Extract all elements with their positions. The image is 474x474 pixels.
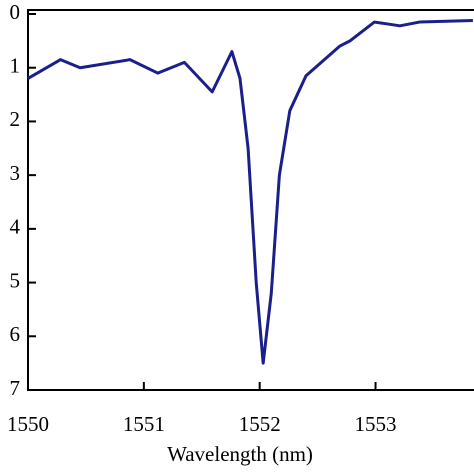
x-tick-label: 1553 bbox=[355, 412, 397, 436]
y-tick-label: 0 bbox=[10, 0, 21, 24]
x-tick-label: 1551 bbox=[123, 412, 165, 436]
data-line bbox=[27, 18, 473, 365]
x-tick-label: 1550 bbox=[7, 412, 49, 436]
x-axis-label: Wavelength (nm) bbox=[167, 442, 313, 466]
y-tick-label: 6 bbox=[10, 322, 21, 346]
plot-frame bbox=[27, 9, 474, 391]
y-tick-label: 1 bbox=[10, 54, 21, 78]
y-tick-label: 4 bbox=[10, 215, 21, 239]
y-tick-label: 3 bbox=[10, 161, 21, 185]
y-tick-label: 2 bbox=[10, 107, 21, 131]
x-tick-label: 1552 bbox=[239, 412, 281, 436]
y-tick-label: 5 bbox=[10, 268, 21, 292]
y-tick-label: 7 bbox=[10, 376, 21, 400]
